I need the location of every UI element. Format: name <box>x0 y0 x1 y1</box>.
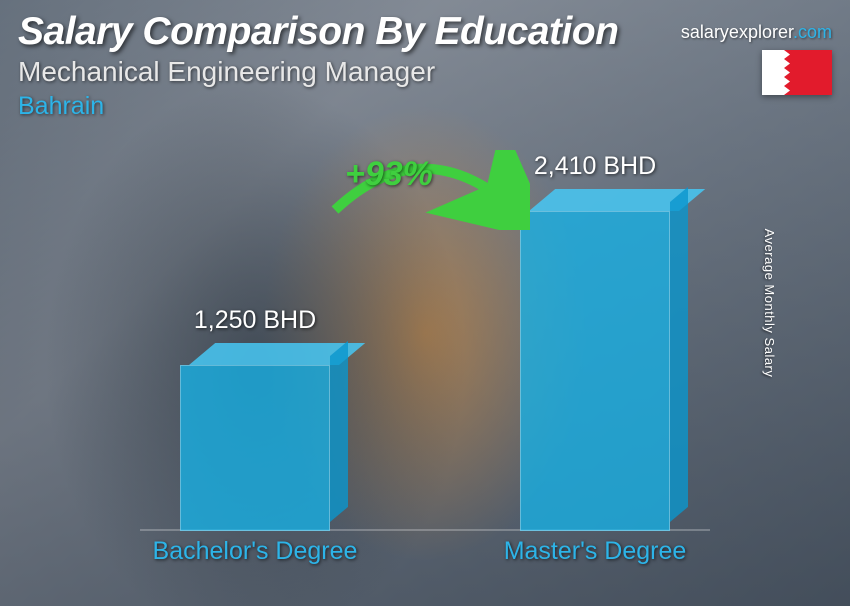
bar-front <box>520 211 670 531</box>
page-subtitle: Mechanical Engineering Manager <box>18 56 832 88</box>
brand-name: salaryexplorer <box>681 22 793 42</box>
increase-percent-badge: +93% <box>345 155 433 194</box>
bar-side <box>330 341 348 522</box>
country-label: Bahrain <box>18 92 832 121</box>
bar-category-label: Bachelor's Degree <box>130 537 380 566</box>
bar-side <box>670 187 688 522</box>
y-axis-label: Average Monthly Salary <box>762 229 777 378</box>
site-branding: salaryexplorer.com <box>681 22 832 43</box>
bar: 2,410 BHD <box>520 211 670 531</box>
bar: 1,250 BHD <box>180 365 330 531</box>
bahrain-flag-icon <box>762 50 832 95</box>
bar-category-label: Master's Degree <box>470 537 720 566</box>
brand-domain: .com <box>793 22 832 42</box>
bar-front <box>180 365 330 531</box>
bar-value-label: 1,250 BHD <box>105 306 405 335</box>
